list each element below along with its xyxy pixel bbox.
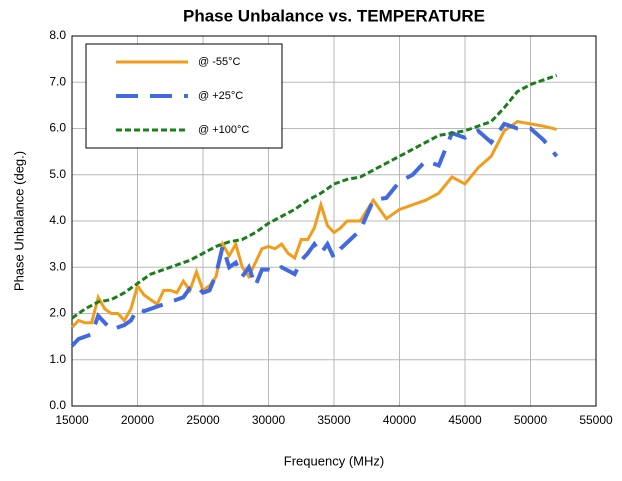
- legend-label: @ +100°C: [198, 124, 249, 136]
- chart-title: Phase Unbalance vs. TEMPERATURE: [183, 6, 485, 25]
- data-line: [70, 119, 558, 329]
- x-tick-label: 30000: [252, 413, 286, 427]
- x-tick-label: 25000: [186, 413, 220, 427]
- data-line: [71, 73, 558, 320]
- y-tick-label: 8.0: [49, 28, 66, 42]
- x-tick-label: 40000: [383, 413, 417, 427]
- y-tick-label: 7.0: [49, 74, 66, 88]
- y-tick-label: 4.0: [49, 213, 66, 227]
- y-axis-label: Phase Unbalance (deg.): [11, 151, 26, 291]
- legend-label: @ -55°C: [198, 56, 241, 68]
- y-tick-label: 1.0: [49, 352, 66, 366]
- data-line: [70, 121, 559, 348]
- y-tick-label: 0.0: [49, 398, 66, 412]
- x-tick-label: 50000: [514, 413, 548, 427]
- y-tick-label: 5.0: [49, 167, 66, 181]
- x-tick-label: 15000: [55, 413, 89, 427]
- plot-frame: [71, 35, 597, 407]
- y-tick-label: 3.0: [49, 259, 66, 273]
- x-tick-label: 35000: [317, 413, 351, 427]
- x-tick-label: 55000: [579, 413, 613, 427]
- x-tick-label: 20000: [121, 413, 155, 427]
- x-axis-label: Frequency (MHz): [284, 453, 384, 468]
- legend-label: @ +25°C: [198, 90, 243, 102]
- y-tick-label: 2.0: [49, 306, 66, 320]
- y-tick-label: 6.0: [49, 121, 66, 135]
- x-tick-label: 45000: [448, 413, 482, 427]
